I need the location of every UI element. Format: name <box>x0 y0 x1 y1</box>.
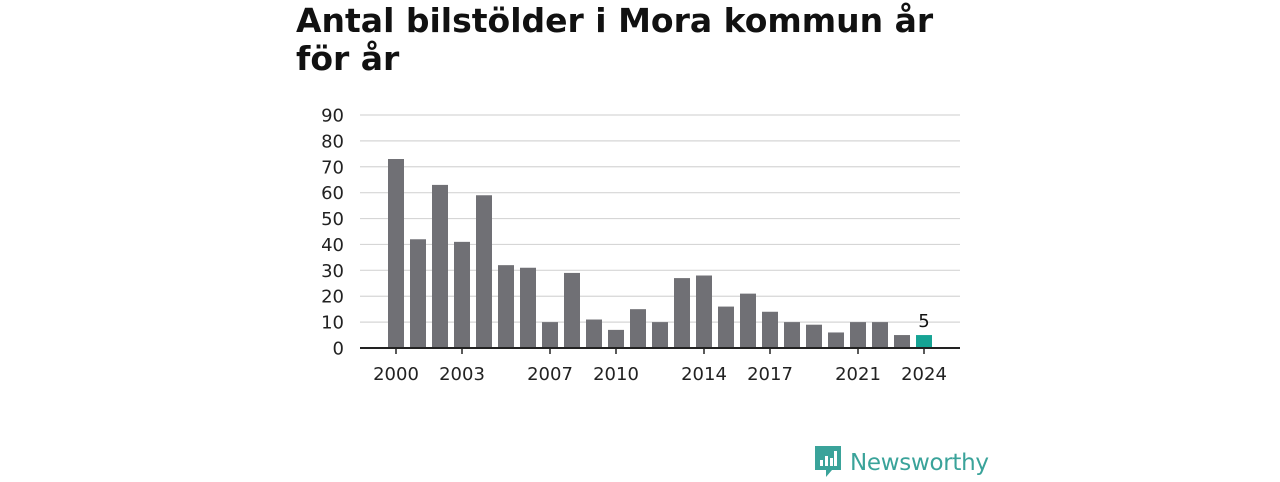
bar <box>608 329 624 348</box>
y-tick-label: 90 <box>321 106 344 127</box>
bar <box>652 322 668 348</box>
y-tick-label: 40 <box>321 235 344 256</box>
y-tick-label: 50 <box>321 209 344 230</box>
bar <box>762 311 778 348</box>
x-tick-label: 2003 <box>439 364 485 385</box>
newsworthy-brand[interactable]: Newsworthy <box>814 446 989 480</box>
y-tick-label: 60 <box>321 183 344 204</box>
bar <box>806 324 822 348</box>
x-tick-label: 2014 <box>681 364 727 385</box>
bar <box>520 267 536 348</box>
x-axis-ticks: 2000 2003 2007 2010 2014 2017 2021 2024 <box>373 348 947 385</box>
gridlines <box>360 114 960 323</box>
bar <box>674 278 690 348</box>
brand-name: Newsworthy <box>850 450 989 476</box>
y-axis-ticks: 0 10 20 30 40 50 60 70 80 90 <box>321 106 344 360</box>
bar <box>740 293 756 348</box>
bar <box>432 184 448 348</box>
bar <box>872 322 888 348</box>
bar <box>410 239 426 348</box>
bar <box>850 322 866 348</box>
y-tick-label: 70 <box>321 157 344 178</box>
y-tick-label: 0 <box>333 339 344 360</box>
data-labels: 5 <box>918 311 929 332</box>
x-tick-label: 2000 <box>373 364 419 385</box>
chart-title: Antal bilstölder i Mora kommun år för år <box>296 1 934 78</box>
bar <box>476 195 492 348</box>
newsworthy-logo-icon <box>814 444 842 482</box>
x-tick-label: 2010 <box>593 364 639 385</box>
bar <box>828 332 844 348</box>
bars <box>360 159 960 349</box>
y-tick-label: 10 <box>321 313 344 334</box>
bar <box>498 265 514 348</box>
bar <box>784 322 800 348</box>
bar <box>586 319 602 348</box>
x-tick-label: 2024 <box>901 364 947 385</box>
bar <box>718 306 734 348</box>
bar <box>388 159 404 348</box>
x-tick-label: 2021 <box>835 364 881 385</box>
y-tick-label: 20 <box>321 287 344 308</box>
y-tick-label: 80 <box>321 131 344 152</box>
y-tick-label: 30 <box>321 261 344 282</box>
bar <box>894 335 910 348</box>
bar <box>542 322 558 348</box>
data-label-highlight: 5 <box>918 311 929 332</box>
bar-highlight <box>916 335 932 348</box>
bar <box>454 241 470 348</box>
bar <box>630 309 646 348</box>
bar <box>564 272 580 348</box>
x-tick-label: 2007 <box>527 364 573 385</box>
bar <box>696 275 712 348</box>
x-tick-label: 2017 <box>747 364 793 385</box>
